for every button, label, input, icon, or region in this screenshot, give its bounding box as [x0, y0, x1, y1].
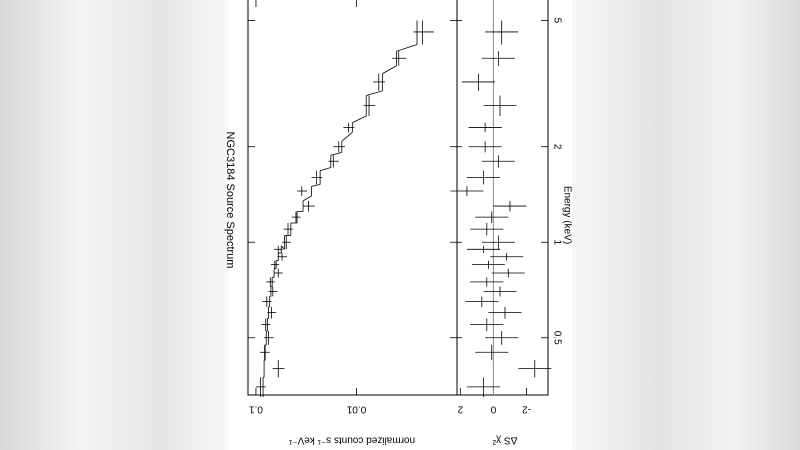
model-connector	[382, 65, 397, 74]
x-tick-label: 1	[551, 239, 562, 245]
model-connector	[280, 245, 285, 250]
model-connector	[302, 195, 312, 202]
x-tick-label: 0.5	[551, 331, 562, 345]
top-panel-frame	[247, 0, 458, 396]
x-axis-label: Energy (keV)	[561, 186, 572, 244]
model-connector	[352, 115, 367, 124]
y2-tick-label: -2	[522, 403, 531, 414]
model-connector	[311, 184, 321, 187]
model-connector	[396, 44, 418, 52]
y2-axis-label: ΔS χ²	[492, 434, 517, 445]
y2-tick-label: 2	[457, 403, 463, 414]
residual-panel-frame	[456, 0, 549, 396]
model-connector	[366, 90, 383, 96]
y-axis-label: normalized counts s⁻¹ keV⁻¹	[288, 434, 415, 445]
y2-tick-label: 0	[490, 403, 496, 414]
y-tick-label: 0.01	[346, 403, 366, 414]
x-tick-label: 2	[551, 144, 562, 150]
y-tick-label: 0.1	[249, 403, 263, 414]
x-tick-label: 5	[551, 18, 562, 24]
model-connector	[341, 132, 353, 142]
model-connector	[330, 151, 342, 156]
chart-title: NGC3184 Source Spectrum	[224, 132, 236, 269]
model-connector	[320, 167, 331, 172]
